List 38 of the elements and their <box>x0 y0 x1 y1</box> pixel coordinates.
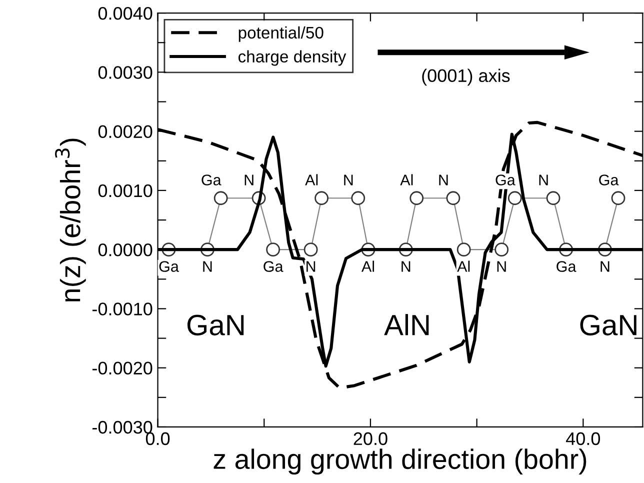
annotation: Ga <box>202 174 222 186</box>
annotation: AlN <box>384 314 429 336</box>
x-tick-label: 40.0 <box>566 432 600 446</box>
y-axis-title: n(z) (e/bohr$^{3}$) <box>55 138 86 302</box>
annotation: N <box>402 261 410 272</box>
y-tick-label: -0.0030 <box>92 420 152 434</box>
y-tick-label: 0.0030 <box>98 66 152 79</box>
annotation: Ga <box>599 174 619 186</box>
y-tick-label: 0.0040 <box>98 6 152 20</box>
annotation: Ga <box>496 174 516 186</box>
y-tick-label: -0.0010 <box>92 302 152 316</box>
legend-label: charge density <box>238 50 346 66</box>
x-tick-label: 0.0 <box>146 432 170 446</box>
annotation: Al <box>361 260 374 272</box>
annotation: N <box>344 174 353 186</box>
annotation: Ga <box>159 261 179 272</box>
annotation: N <box>244 174 254 186</box>
annotation: GaN <box>187 314 244 336</box>
annotation: GaN <box>580 314 636 336</box>
annotation: N <box>497 261 506 272</box>
x-tick-label: 20.0 <box>354 432 388 446</box>
annotation: N <box>203 261 212 272</box>
annotation: Al <box>400 174 413 186</box>
y-tick-label: 0.0020 <box>98 125 152 138</box>
legend-label: potential/50 <box>238 26 324 42</box>
annotation: (0001) axis <box>422 68 510 86</box>
annotation: N <box>439 174 448 186</box>
y-tick-label: 0.0010 <box>98 184 152 198</box>
annotation: Ga <box>556 261 576 272</box>
annotation: N <box>539 174 548 186</box>
y-tick-label: 0.0000 <box>98 244 152 256</box>
annotation: Al <box>457 260 470 272</box>
y-tick-label: -0.0020 <box>92 362 152 375</box>
annotation: N <box>600 261 610 272</box>
annotation: N <box>306 261 316 272</box>
annotation: Ga <box>264 261 284 272</box>
annotation: Al <box>305 174 318 186</box>
x-axis-title: z along growth direction (bohr) <box>214 448 586 475</box>
